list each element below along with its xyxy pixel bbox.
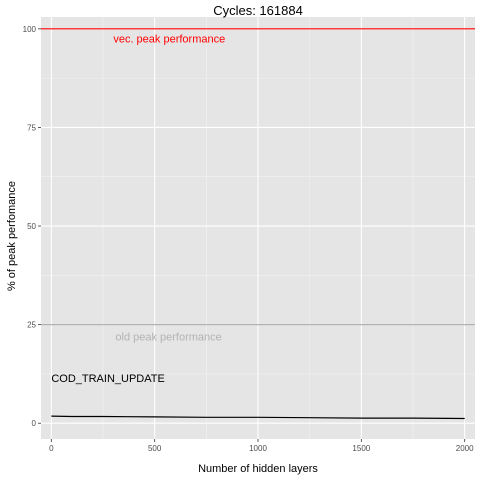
series-layer: [51, 415, 465, 420]
y-axis-title: % of peak perfomance: [6, 181, 18, 291]
reference-line-label: old peak performance: [115, 331, 221, 343]
reference-lines: vec. peak performance old peak performanc…: [41, 28, 475, 343]
plot-title: Cycles: 161884: [213, 3, 303, 18]
x-tick-label: 500: [148, 444, 162, 453]
x-tick-label: 0: [49, 444, 54, 453]
y-tick-label: 0: [32, 419, 37, 428]
y-tick-label: 25: [27, 321, 36, 330]
x-tick-label: 1000: [249, 444, 267, 453]
annotation-label: COD_TRAIN_UPDATE: [51, 373, 164, 385]
reference-line-label: vec. peak performance: [113, 34, 225, 46]
x-axis-title: Number of hidden layers: [198, 463, 318, 475]
y-axis-ticks: 0 25 50 75 100: [23, 25, 41, 428]
x-tick-label: 2000: [456, 444, 474, 453]
x-tick-label: 1500: [352, 444, 370, 453]
y-tick-label: 50: [27, 222, 36, 231]
series-line: [51, 415, 465, 420]
x-axis-ticks: 0 500 1000 1500 2000: [49, 439, 474, 453]
y-tick-label: 75: [27, 123, 36, 132]
annotations: COD_TRAIN_UPDATE: [51, 373, 164, 385]
y-tick-label: 100: [23, 25, 37, 34]
